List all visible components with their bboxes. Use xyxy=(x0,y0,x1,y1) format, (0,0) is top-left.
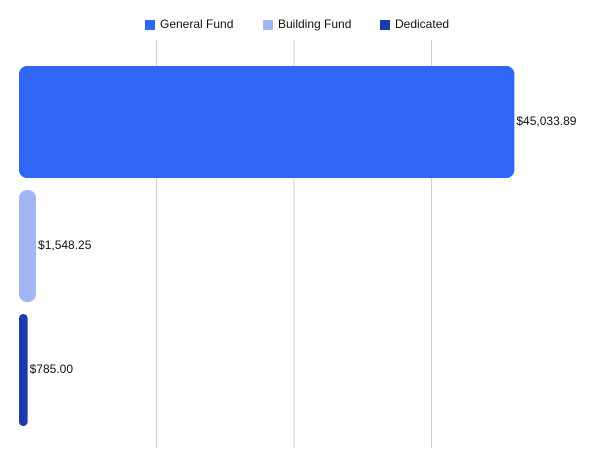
data-label: $1,548.25 xyxy=(38,238,92,252)
data-label: $785.00 xyxy=(30,362,74,376)
bar xyxy=(19,190,37,302)
bar xyxy=(19,66,515,178)
legend-label: Building Fund xyxy=(278,17,351,31)
legend-swatch xyxy=(145,20,155,30)
bar xyxy=(19,314,28,426)
legend-swatch xyxy=(263,20,273,30)
data-label: $45,033.89 xyxy=(516,114,576,128)
legend-swatch xyxy=(380,20,390,30)
legend-label: Dedicated xyxy=(395,17,449,31)
legend-label: General Fund xyxy=(160,17,233,31)
